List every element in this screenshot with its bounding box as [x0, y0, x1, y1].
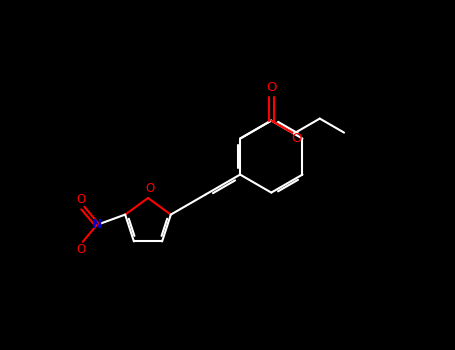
Text: O: O: [146, 182, 155, 196]
Text: O: O: [292, 132, 302, 145]
Text: N: N: [92, 218, 102, 231]
Text: O: O: [266, 81, 277, 94]
Text: O: O: [76, 194, 86, 206]
Text: O: O: [76, 243, 86, 256]
